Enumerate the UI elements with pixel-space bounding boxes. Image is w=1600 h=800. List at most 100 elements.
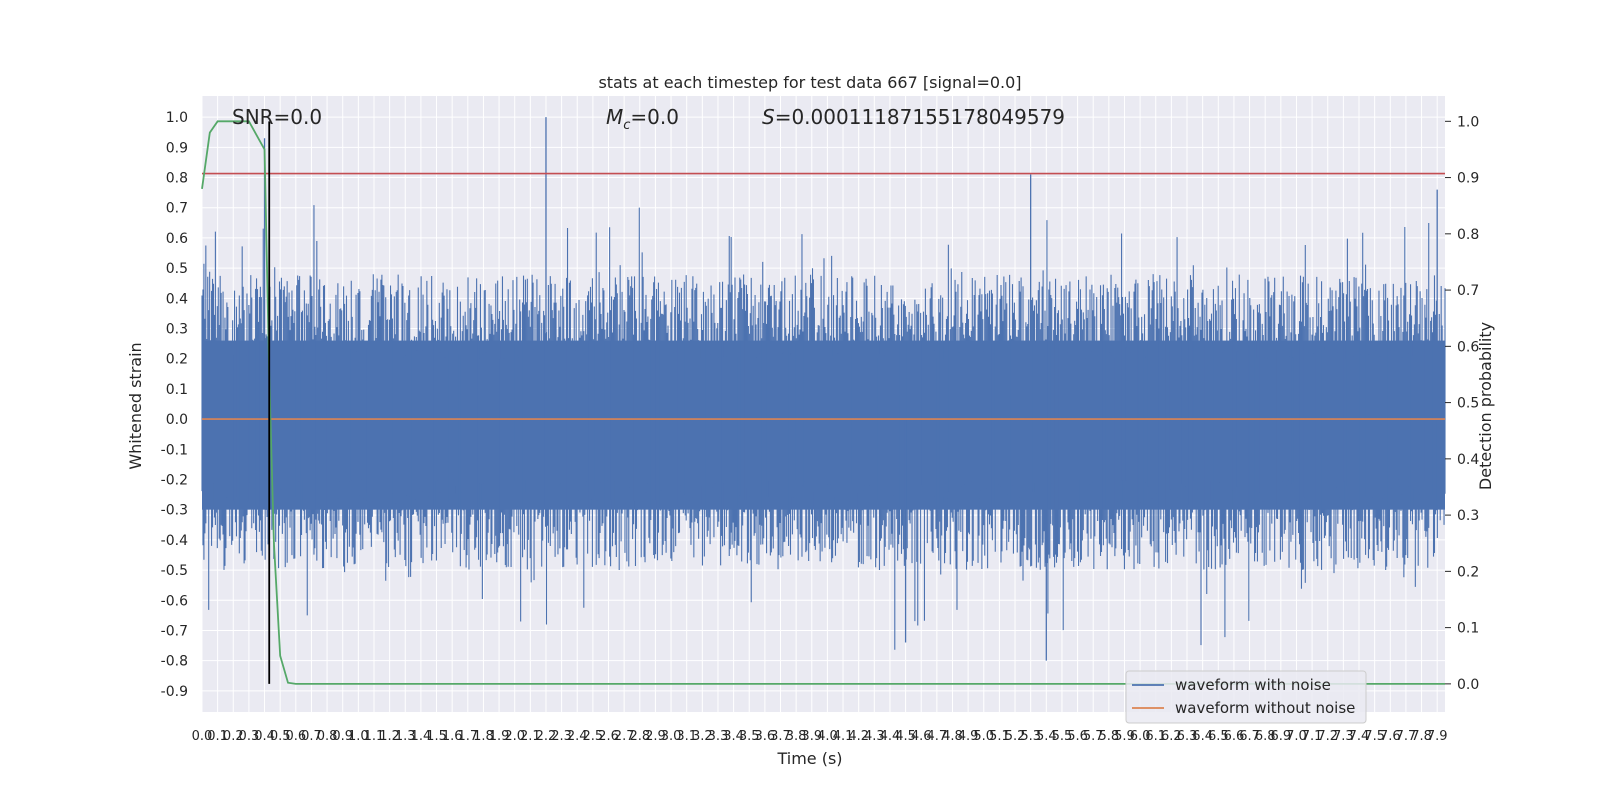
y-tick-labels-left: 1.0 0.9 0.8 0.7 0.6 0.5 0.4 0.3 0.2 0.1 0.0 -0.1 -0.…: [161, 110, 188, 700]
x-tick-label: 4.7: [927, 729, 948, 744]
x-tick-label: 5.6: [1067, 729, 1088, 744]
x-tick-label: 0.9: [332, 729, 353, 744]
x-tick-label: 5.7: [1083, 729, 1104, 744]
annotation-chirp-mass: Mc=0.0: [606, 105, 679, 133]
x-tick-label: 3.2: [692, 729, 713, 744]
x-tick-label: 3.6: [755, 729, 776, 744]
y-tick-label-right: 0.5: [1457, 396, 1479, 412]
x-tick-label: 4.5: [895, 729, 916, 744]
y-tick-label-left: -0.5: [161, 563, 188, 579]
y-tick-label-right: 0.6: [1457, 339, 1479, 355]
x-tick-label: 4.1: [833, 729, 854, 744]
series-waveform-with-noise: [201, 117, 1446, 661]
x-tick-label: 6.9: [1270, 729, 1291, 744]
x-tick-label: 3.7: [770, 729, 791, 744]
x-tick-label: 6.2: [1161, 729, 1182, 744]
annotation-s-symbol: S: [762, 105, 775, 129]
legend: waveform with noise waveform without noi…: [1125, 670, 1367, 724]
x-tick-label: 2.9: [645, 729, 666, 744]
x-tick-label: 6.4: [1192, 729, 1213, 744]
x-tick-label: 5.1: [989, 729, 1010, 744]
y-tick-label-right: 0.0: [1457, 677, 1479, 693]
x-tick-label: 1.6: [442, 729, 463, 744]
x-tick-label: 5.9: [1114, 729, 1135, 744]
x-tick-label: 7.7: [1396, 729, 1417, 744]
y-tick-label-right: 1.0: [1457, 114, 1479, 130]
x-tick-label: 3.0: [661, 729, 682, 744]
x-tick-label: 4.4: [880, 729, 901, 744]
y-tick-label-left: -0.9: [161, 684, 188, 700]
x-tick-label: 3.9: [801, 729, 822, 744]
x-tick-label: 2.6: [598, 729, 619, 744]
x-tick-label: 0.7: [301, 729, 322, 744]
x-tick-label: 3.1: [676, 729, 697, 744]
x-tick-label: 7.6: [1380, 729, 1401, 744]
y-tick-label-right: 0.9: [1457, 171, 1479, 187]
x-tick-label: 1.7: [457, 729, 478, 744]
x-tick-label: 1.9: [489, 729, 510, 744]
y-tick-label-left: -0.4: [161, 533, 188, 549]
x-tick-label: 2.1: [520, 729, 541, 744]
x-tick-label: 3.3: [708, 729, 729, 744]
x-tick-label: 6.8: [1255, 729, 1276, 744]
x-tick-label: 2.5: [583, 729, 604, 744]
x-tick-label: 1.0: [348, 729, 369, 744]
x-tick-label: 5.3: [1020, 729, 1041, 744]
x-tick-label: 5.0: [973, 729, 994, 744]
x-tick-label: 1.5: [426, 729, 447, 744]
x-tick-label: 0.6: [285, 729, 306, 744]
x-tick-label: 6.5: [1208, 729, 1229, 744]
x-tick-label: 1.2: [379, 729, 400, 744]
y-tick-label-left: 0.7: [166, 201, 188, 217]
y-tick-label-left: 0.3: [166, 322, 188, 338]
annotation-s: S=0.00011187155178049579: [762, 105, 1065, 129]
x-tick-label: 4.2: [848, 729, 869, 744]
x-tick-label: 3.8: [786, 729, 807, 744]
legend-label-noise: waveform with noise: [1175, 676, 1331, 694]
y-tick-label-right: 0.2: [1457, 564, 1479, 580]
x-tick-label: 5.8: [1098, 729, 1119, 744]
y-tick-label-left: 0.9: [166, 140, 188, 156]
y-tick-label-left: 0.0: [166, 412, 188, 428]
y-tick-label-left: 0.1: [166, 382, 188, 398]
x-tick-label: 1.4: [411, 729, 432, 744]
x-tick-label: 0.0: [192, 729, 213, 744]
annotation-mc-symbol: M: [606, 105, 623, 129]
x-tick-label: 1.1: [364, 729, 385, 744]
x-tick-label: 7.0: [1286, 729, 1307, 744]
x-tick-labels: 0.00.10.20.30.40.50.60.70.80.91.01.11.21…: [192, 729, 1448, 744]
legend-label-clean: waveform without noise: [1175, 699, 1355, 717]
x-tick-label: 6.3: [1177, 729, 1198, 744]
y-tick-label-right: 0.1: [1457, 621, 1479, 637]
x-tick-label: 2.2: [536, 729, 557, 744]
x-tick-label: 7.1: [1302, 729, 1323, 744]
y-tick-label-right: 0.8: [1457, 227, 1479, 243]
y-tick-label-left: -0.8: [161, 654, 188, 670]
y-tick-label-left: -0.1: [161, 442, 188, 458]
x-tick-label: 3.5: [739, 729, 760, 744]
x-tick-label: 6.1: [1145, 729, 1166, 744]
y-tick-label-left: 0.5: [166, 261, 188, 277]
x-tick-label: 4.8: [942, 729, 963, 744]
y-tick-labels-right: 1.0 0.9 0.8 0.7 0.6 0.5 0.4 0.3 0.2 0.1 0.0: [1445, 114, 1479, 693]
y-tick-label-left: -0.7: [161, 623, 188, 639]
x-tick-label: 7.2: [1317, 729, 1338, 744]
x-tick-label: 3.4: [723, 729, 744, 744]
x-tick-label: 0.5: [270, 729, 291, 744]
annotation-mc-sub: c: [623, 118, 630, 133]
y-tick-label-left: -0.6: [161, 593, 188, 609]
x-tick-label: 0.1: [207, 729, 228, 744]
y-tick-label-left: 0.2: [166, 352, 188, 368]
x-axis-label: Time (s): [776, 749, 842, 768]
x-tick-label: 1.3: [395, 729, 416, 744]
x-tick-label: 0.3: [239, 729, 260, 744]
y-tick-label-right: 0.7: [1457, 283, 1479, 299]
x-tick-label: 5.5: [1052, 729, 1073, 744]
x-tick-label: 5.2: [1005, 729, 1026, 744]
x-tick-label: 5.4: [1036, 729, 1057, 744]
y-tick-label-left: 0.6: [166, 231, 188, 247]
x-tick-label: 2.0: [504, 729, 525, 744]
x-tick-label: 7.3: [1333, 729, 1354, 744]
x-tick-label: 6.0: [1130, 729, 1151, 744]
